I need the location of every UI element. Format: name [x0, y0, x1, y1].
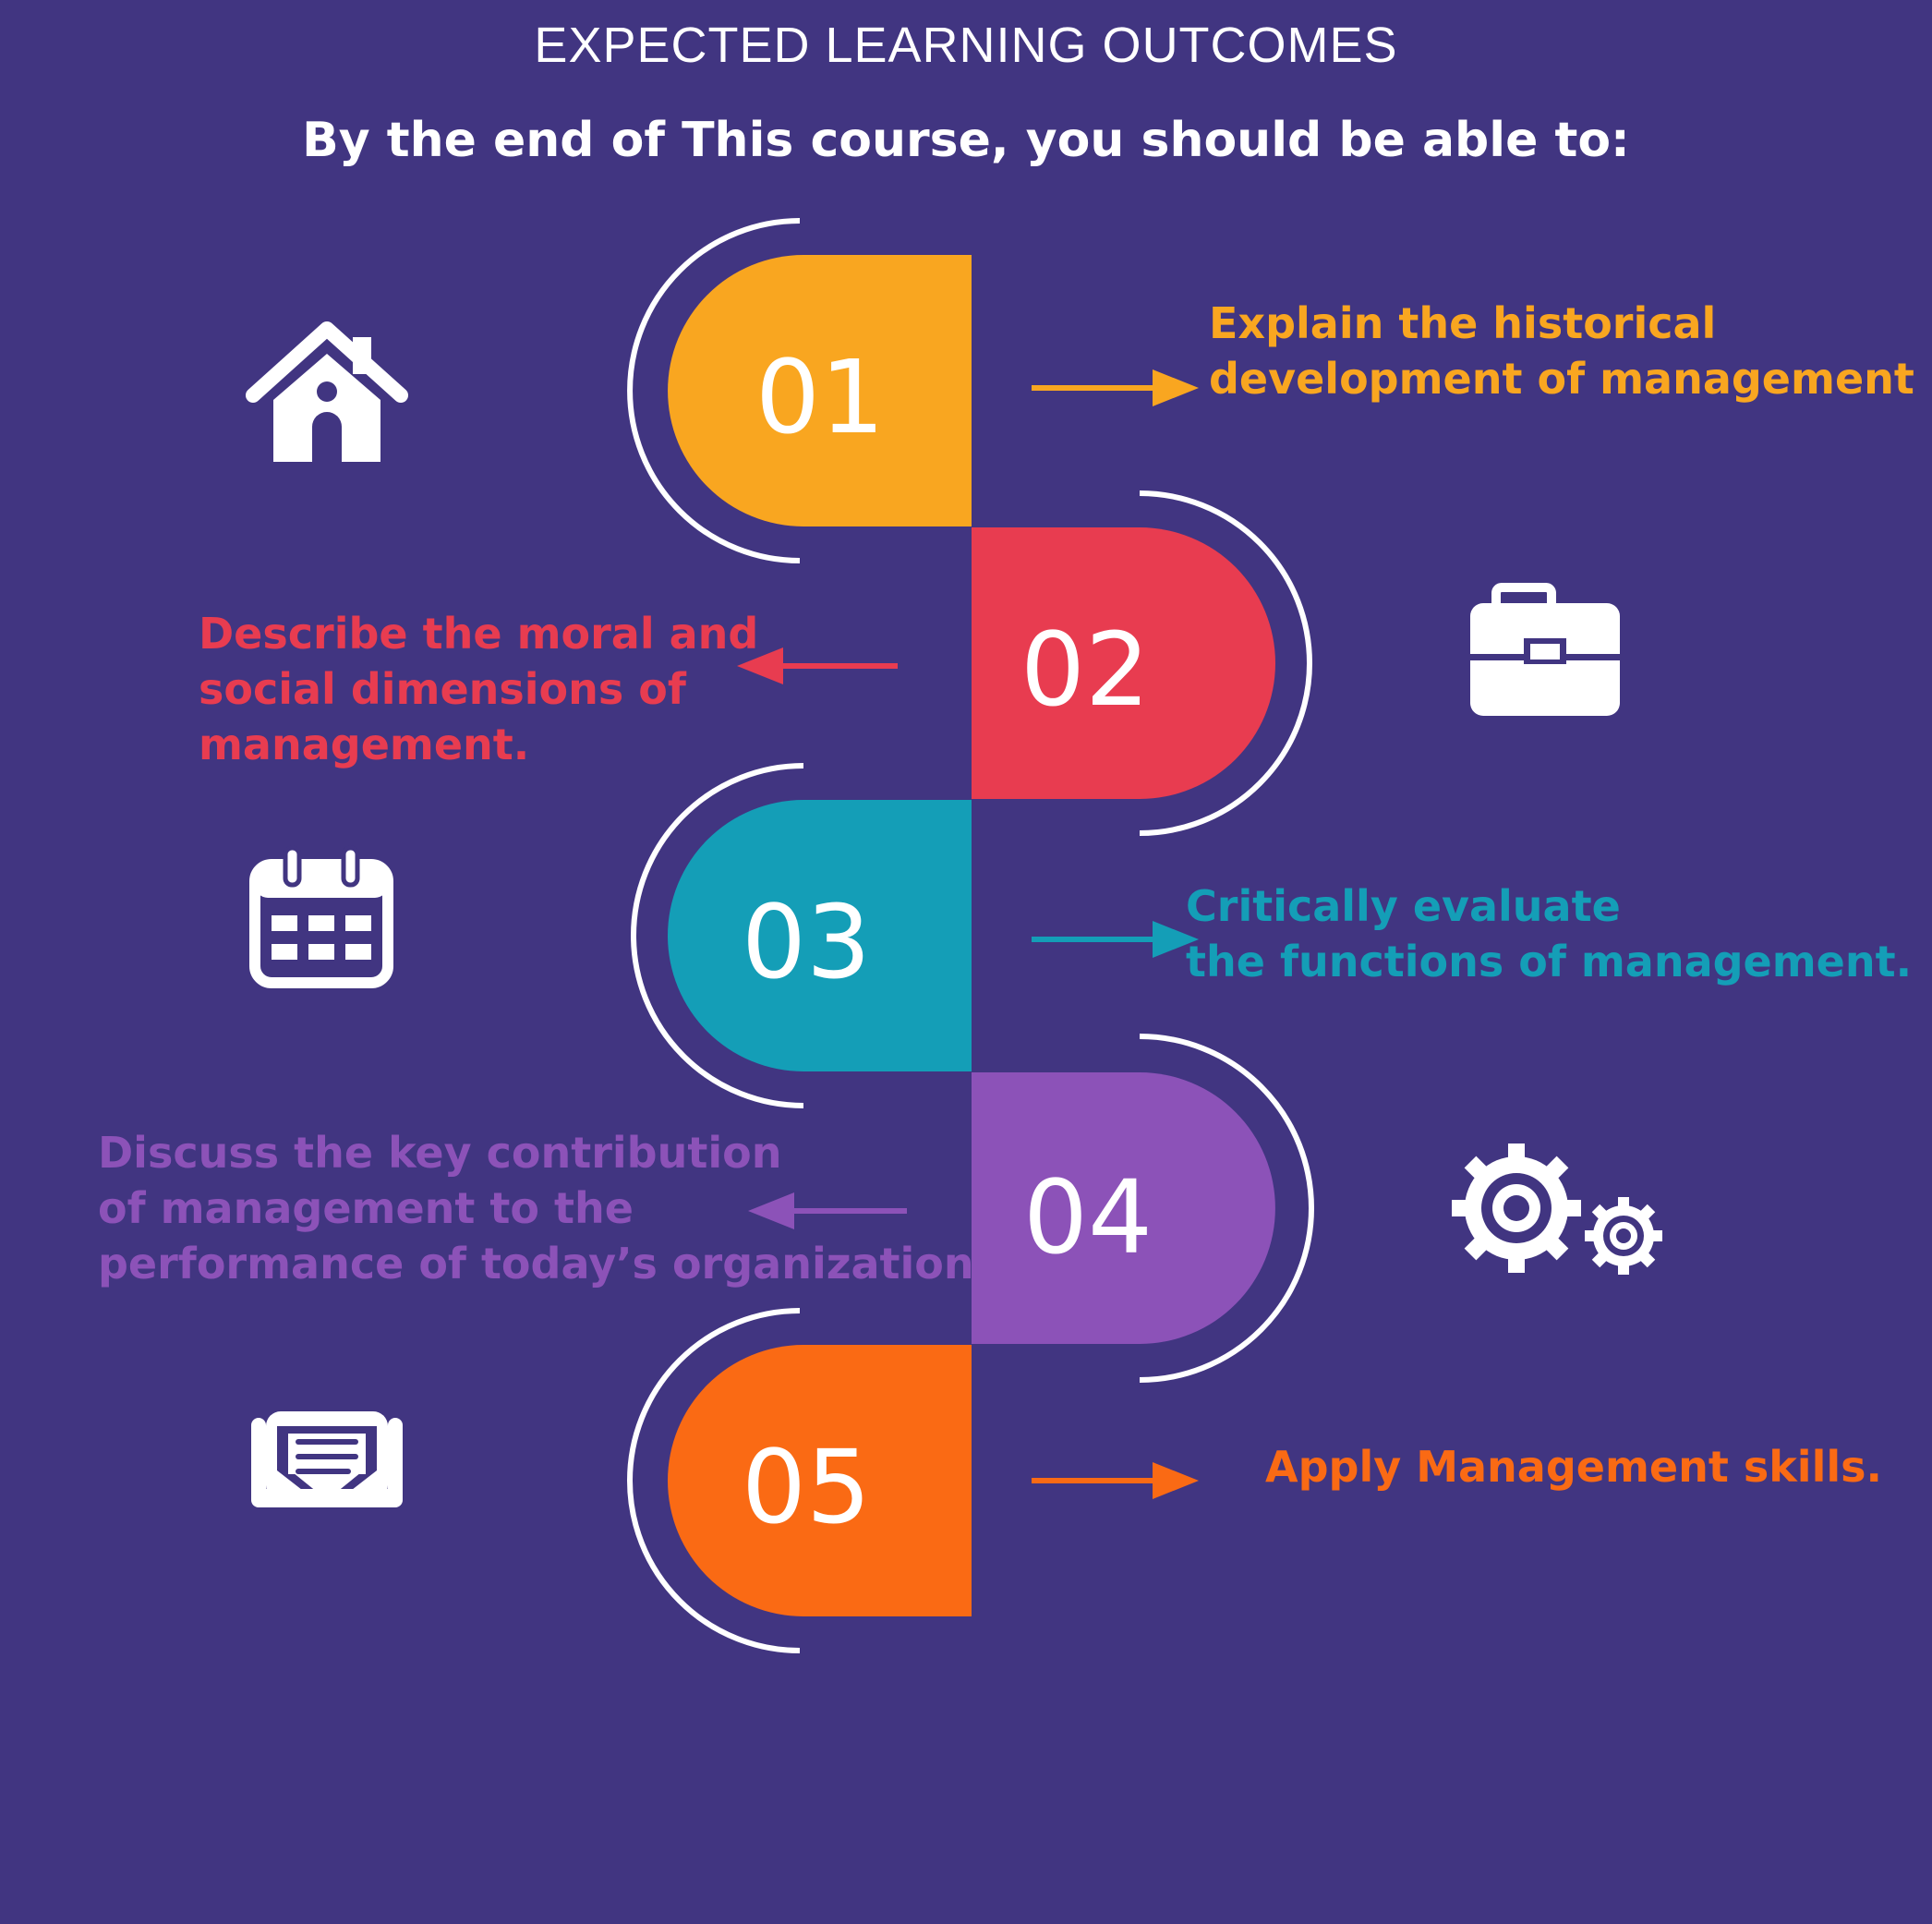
step-4-number: 04: [1023, 1158, 1153, 1277]
outcome-text-1: Explain the historical development of ma…: [1209, 298, 1914, 404]
step-4: 04: [748, 1034, 1314, 1383]
step-5-number: 05: [742, 1428, 871, 1546]
step-5-arrow: [1032, 1462, 1199, 1499]
page-subtitle: By the end of This course, you should be…: [302, 113, 1630, 168]
step-4-ring: [1139, 1034, 1314, 1383]
step-2-arrow: [737, 647, 898, 684]
step-3-ring: [631, 763, 804, 1108]
step-2-number: 02: [1020, 611, 1150, 729]
calendar-icon: [249, 845, 393, 988]
step-2: 02: [737, 490, 1312, 836]
step-1-arrow: [1032, 369, 1199, 406]
step-3-shape: [668, 800, 972, 1071]
step-1-shape: [668, 255, 972, 526]
step-2-shape: [972, 527, 1275, 799]
outcome-text-5: Apply Management skills.: [1265, 1442, 1882, 1492]
step-4-shape: [972, 1072, 1275, 1344]
envelope-icon: [251, 1411, 403, 1509]
step-2-ring: [1139, 490, 1312, 836]
outcome-text-2: Describe the moral and social dimensions…: [199, 609, 759, 769]
step-1-ring: [627, 218, 801, 563]
gears-icon: [1452, 1144, 1662, 1275]
briefcase-icon: [1470, 583, 1620, 716]
step-1: 01: [627, 218, 1199, 563]
step-5-shape: [668, 1345, 972, 1616]
step-5-ring: [627, 1308, 801, 1653]
step-1-number: 01: [755, 338, 885, 456]
step-5: 05: [627, 1308, 1199, 1653]
step-3-arrow: [1032, 921, 1199, 958]
page-title: EXPECTED LEARNING OUTCOMES: [534, 18, 1398, 73]
outcome-text-3: Critically evaluate the functions of man…: [1186, 881, 1913, 986]
house-icon: [246, 321, 408, 462]
outcome-text-4: Discuss the key contribution of manageme…: [98, 1128, 1000, 1289]
step-3: 03: [631, 763, 1199, 1108]
step-4-arrow: [748, 1192, 907, 1229]
step-3-number: 03: [742, 883, 871, 1001]
